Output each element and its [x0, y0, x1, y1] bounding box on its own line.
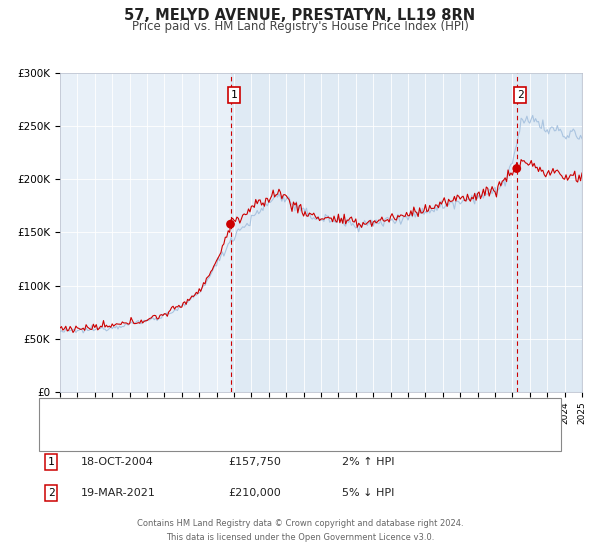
Bar [582, 73, 599, 392]
Text: 5% ↓ HPI: 5% ↓ HPI [342, 488, 394, 498]
Text: 18-OCT-2004: 18-OCT-2004 [81, 457, 154, 467]
Text: Price paid vs. HM Land Registry's House Price Index (HPI): Price paid vs. HM Land Registry's House … [131, 20, 469, 33]
Text: 57, MELYD AVENUE, PRESTATYN, LL19 8RN: 57, MELYD AVENUE, PRESTATYN, LL19 8RN [124, 8, 476, 24]
Text: 1: 1 [47, 457, 55, 467]
Text: 2% ↑ HPI: 2% ↑ HPI [342, 457, 395, 467]
Text: £210,000: £210,000 [228, 488, 281, 498]
Text: This data is licensed under the Open Government Licence v3.0.: This data is licensed under the Open Gov… [166, 533, 434, 542]
Text: Contains HM Land Registry data © Crown copyright and database right 2024.: Contains HM Land Registry data © Crown c… [137, 519, 463, 528]
Text: 2: 2 [517, 90, 524, 100]
Point [226, 220, 235, 228]
Point [512, 164, 521, 173]
Text: 19-MAR-2021: 19-MAR-2021 [81, 488, 156, 498]
Text: 2: 2 [47, 488, 55, 498]
Text: HPI: Average price, detached house, Denbighshire: HPI: Average price, detached house, Denb… [96, 429, 358, 439]
Text: 1: 1 [230, 90, 238, 100]
Bar [230, 73, 582, 392]
Text: 57, MELYD AVENUE, PRESTATYN, LL19 8RN (detached house): 57, MELYD AVENUE, PRESTATYN, LL19 8RN (d… [96, 408, 411, 418]
Text: £157,750: £157,750 [228, 457, 281, 467]
